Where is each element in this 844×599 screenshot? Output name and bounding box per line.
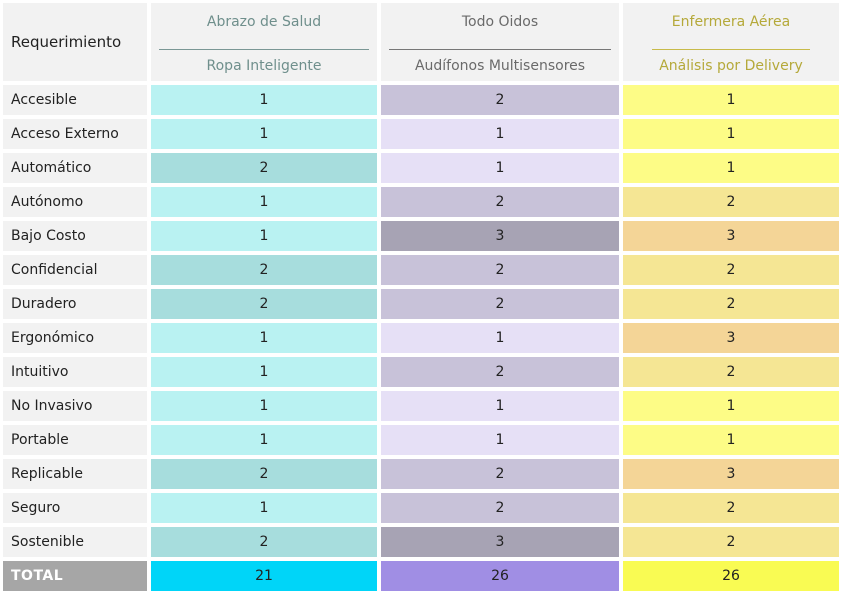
score-cell: 1	[623, 119, 839, 149]
score-cell: 1	[151, 221, 377, 251]
requirement-label: Duradero	[3, 289, 147, 319]
score-cell: 1	[381, 153, 619, 183]
score-cell: 2	[381, 187, 619, 217]
score-cell: 2	[381, 255, 619, 285]
requirement-label: Confidencial	[3, 255, 147, 285]
requirement-label: Automático	[3, 153, 147, 183]
score-cell: 3	[623, 323, 839, 353]
score-cell: 2	[623, 289, 839, 319]
requirement-label: Seguro	[3, 493, 147, 523]
comparison-table: Requerimiento Abrazo de Salud Ropa Intel…	[3, 3, 839, 591]
score-cell: 2	[623, 493, 839, 523]
score-cell: 3	[381, 527, 619, 557]
score-cell: 2	[381, 459, 619, 489]
header-col-2-divider	[389, 49, 611, 50]
score-cell: 2	[151, 255, 377, 285]
header-col-1-title: Abrazo de Salud	[206, 14, 322, 30]
score-cell: 2	[623, 357, 839, 387]
score-cell: 2	[623, 187, 839, 217]
header-col-3-subtitle: Análisis por Delivery	[659, 58, 803, 74]
score-cell: 1	[151, 391, 377, 421]
requirement-label: Acceso Externo	[3, 119, 147, 149]
requirement-label: Intuitivo	[3, 357, 147, 387]
requirement-label: Accesible	[3, 85, 147, 115]
header-col-enfermera-aerea: Enfermera Aérea Análisis por Delivery	[623, 3, 839, 81]
header-col-1-divider	[159, 49, 369, 50]
score-cell: 1	[151, 85, 377, 115]
score-cell: 1	[151, 119, 377, 149]
score-cell: 1	[151, 323, 377, 353]
header-col-abrazo-de-salud: Abrazo de Salud Ropa Inteligente	[151, 3, 377, 81]
score-cell: 2	[623, 527, 839, 557]
score-cell: 1	[151, 493, 377, 523]
requirement-label: Autónomo	[3, 187, 147, 217]
score-cell: 3	[623, 459, 839, 489]
header-col-3-divider	[652, 49, 810, 50]
header-col-1-subtitle: Ropa Inteligente	[206, 58, 322, 74]
requirement-label: Replicable	[3, 459, 147, 489]
score-cell: 1	[623, 85, 839, 115]
score-cell: 3	[623, 221, 839, 251]
score-cell: 2	[381, 85, 619, 115]
requirement-label: Sostenible	[3, 527, 147, 557]
requirement-label: Ergonómico	[3, 323, 147, 353]
header-col-2-title: Todo Oidos	[461, 14, 539, 30]
score-cell: 2	[381, 357, 619, 387]
score-cell: 1	[381, 119, 619, 149]
score-cell: 1	[623, 425, 839, 455]
score-cell: 2	[381, 493, 619, 523]
header-col-2-subtitle: Audífonos Multisensores	[414, 58, 586, 74]
total-cell: 26	[381, 561, 619, 591]
requirement-label: No Invasivo	[3, 391, 147, 421]
total-label: TOTAL	[3, 561, 147, 591]
score-cell: 2	[623, 255, 839, 285]
score-cell: 1	[623, 153, 839, 183]
score-cell: 1	[381, 323, 619, 353]
score-cell: 1	[151, 425, 377, 455]
score-cell: 2	[381, 289, 619, 319]
score-cell: 2	[151, 459, 377, 489]
header-requirement: Requerimiento	[3, 3, 147, 81]
score-cell: 2	[151, 289, 377, 319]
score-cell: 2	[151, 527, 377, 557]
score-cell: 3	[381, 221, 619, 251]
score-cell: 1	[151, 357, 377, 387]
requirement-label: Portable	[3, 425, 147, 455]
header-col-3-title: Enfermera Aérea	[671, 14, 791, 30]
header-col-todo-oidos: Todo Oidos Audífonos Multisensores	[381, 3, 619, 81]
requirement-label: Bajo Costo	[3, 221, 147, 251]
score-cell: 1	[381, 391, 619, 421]
total-cell: 21	[151, 561, 377, 591]
score-cell: 1	[381, 425, 619, 455]
score-cell: 1	[151, 187, 377, 217]
score-cell: 2	[151, 153, 377, 183]
score-cell: 1	[623, 391, 839, 421]
total-cell: 26	[623, 561, 839, 591]
